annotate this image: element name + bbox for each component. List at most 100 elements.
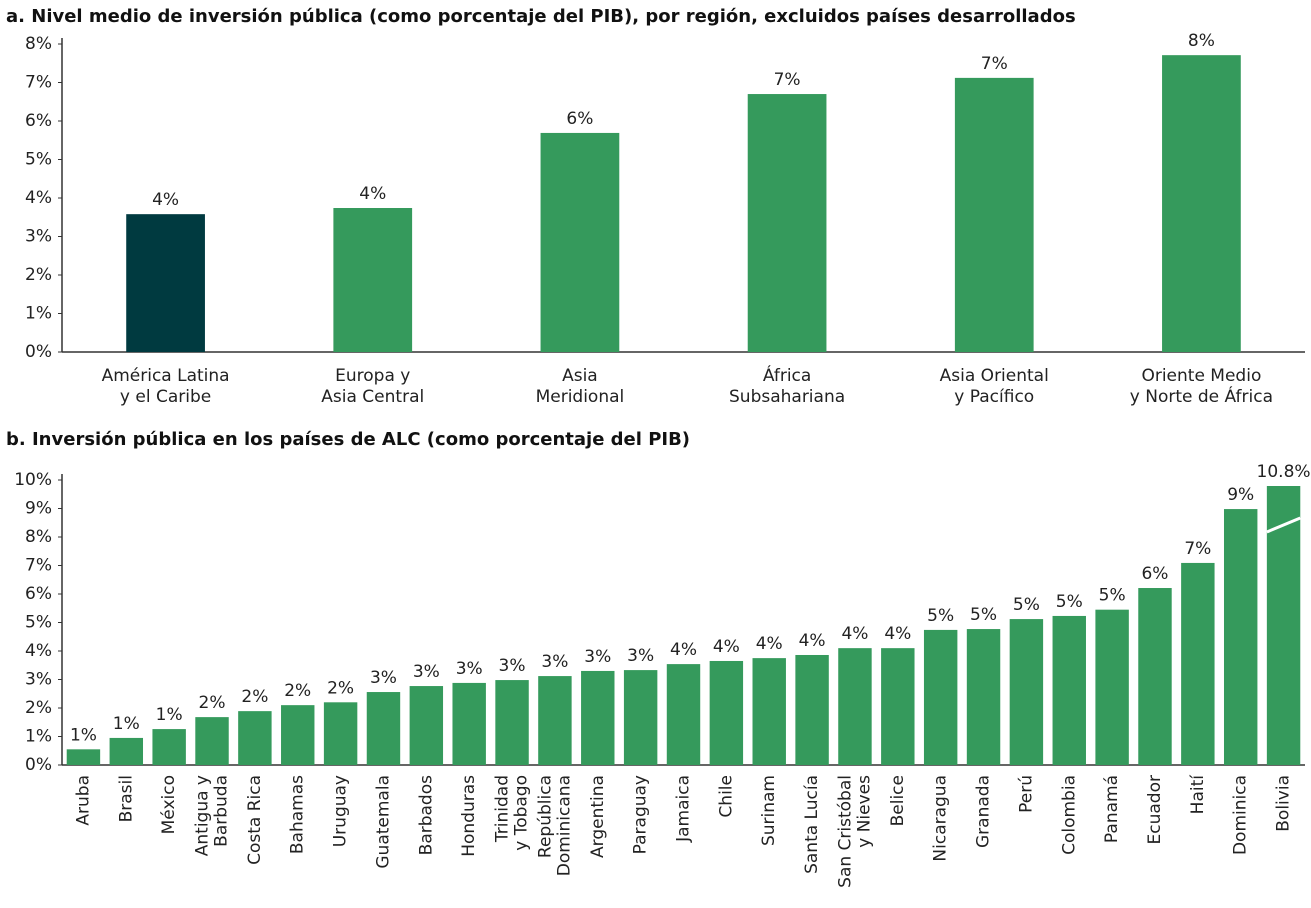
value-label: 2%: [241, 687, 268, 707]
chart-title: b. Inversión pública en los países de AL…: [6, 429, 690, 450]
y-tick-label: 0%: [25, 755, 52, 775]
bar: [581, 670, 615, 765]
value-label: 2%: [199, 693, 226, 713]
x-tick-label: Honduras: [459, 775, 479, 857]
value-label: 4%: [152, 190, 179, 210]
value-label: 6%: [566, 109, 593, 129]
bar: [1266, 486, 1301, 765]
x-tick-label: América Latina: [102, 366, 230, 386]
bar: [540, 132, 620, 352]
x-tick-label: Asia Oriental: [940, 366, 1049, 386]
bar: [281, 705, 315, 765]
x-tick-label: y Nieves: [854, 775, 874, 848]
value-label: 4%: [359, 184, 386, 204]
bar: [747, 94, 827, 353]
x-tick-label: Colombia: [1059, 775, 1079, 855]
bar: [666, 664, 701, 765]
x-tick-label: Guatemala: [373, 775, 393, 869]
value-label: 3%: [370, 668, 397, 688]
x-tick-label: Santa Lucía: [802, 775, 822, 874]
x-tick-label: Costa Rica: [245, 775, 265, 865]
bar: [195, 717, 229, 765]
bar: [495, 680, 529, 765]
x-tick-label: Belice: [888, 775, 908, 826]
value-label: 5%: [1099, 586, 1126, 606]
y-tick-label: 1%: [25, 304, 52, 324]
y-tick-label: 4%: [25, 641, 52, 661]
bar: [1052, 615, 1086, 765]
bar: [966, 629, 1001, 765]
value-label: 7%: [1184, 539, 1211, 559]
value-label: 4%: [884, 624, 911, 644]
y-tick-label: 6%: [25, 111, 52, 131]
x-tick-label: Haití: [1188, 774, 1208, 815]
x-tick-label: Europa y: [335, 366, 410, 386]
bar: [623, 670, 658, 765]
bar: [238, 711, 272, 765]
x-tick-label: África: [763, 364, 812, 386]
x-tick-label: Meridional: [536, 387, 625, 407]
bar: [752, 658, 786, 765]
value-label: 5%: [970, 605, 997, 625]
value-label: 2%: [327, 678, 354, 698]
x-tick-label: y el Caribe: [120, 387, 211, 407]
x-tick-label: México: [159, 775, 179, 834]
value-label: 5%: [1013, 595, 1040, 615]
x-tick-label: Argentina: [588, 775, 608, 858]
y-tick-label: 5%: [25, 613, 52, 633]
x-tick-label: Perú: [1016, 775, 1036, 813]
y-tick-label: 0%: [25, 342, 52, 362]
bar: [709, 660, 744, 765]
y-tick-label: 7%: [25, 556, 52, 576]
x-tick-label: Ecuador: [1145, 775, 1165, 844]
bar: [323, 702, 358, 765]
x-tick-label: Bolivia: [1274, 775, 1294, 832]
x-tick-label: Bahamas: [288, 775, 308, 854]
y-tick-label: 2%: [25, 265, 52, 285]
value-label: 4%: [713, 637, 740, 657]
x-tick-label: Surinam: [759, 775, 779, 846]
x-tick-label: y Pacífico: [954, 387, 1034, 407]
value-label: 7%: [981, 54, 1008, 74]
bar: [126, 214, 205, 352]
x-tick-label: Oriente Medio: [1141, 366, 1261, 386]
x-tick-label: Asia Central: [321, 387, 424, 407]
bar: [1138, 588, 1172, 765]
value-label: 10.8%: [1257, 462, 1311, 482]
x-tick-label: Uruguay: [331, 775, 351, 847]
value-label: 3%: [627, 646, 654, 666]
x-tick-label: y Norte de África: [1130, 385, 1273, 407]
x-tick-label: Paraguay: [631, 775, 651, 854]
x-tick-label: Aruba: [73, 775, 93, 826]
value-label: 3%: [413, 662, 440, 682]
x-tick-label: República: [535, 775, 555, 858]
bar: [1223, 509, 1258, 765]
value-label: 1%: [70, 725, 97, 745]
y-tick-label: 3%: [25, 670, 52, 690]
y-tick-label: 8%: [25, 34, 52, 54]
bar: [1162, 55, 1241, 352]
x-tick-label: Dominica: [1231, 775, 1251, 855]
bar: [333, 208, 413, 352]
bar: [838, 648, 872, 765]
value-label: 5%: [927, 606, 954, 626]
bar: [881, 648, 915, 765]
value-label: 1%: [113, 714, 140, 734]
x-tick-label: Barbados: [416, 775, 436, 855]
value-label: 4%: [799, 631, 826, 651]
y-tick-label: 1%: [25, 727, 52, 747]
y-tick-label: 2%: [25, 698, 52, 718]
x-tick-label: Antigua y: [193, 775, 213, 856]
value-label: 2%: [284, 681, 311, 701]
x-tick-label: Asia: [562, 366, 598, 386]
value-label: 7%: [774, 70, 801, 90]
y-tick-label: 7%: [25, 73, 52, 93]
value-label: 3%: [456, 659, 483, 679]
x-tick-label: Dominicana: [554, 775, 574, 876]
x-tick-label: Brasil: [116, 775, 136, 822]
y-tick-label: 6%: [25, 584, 52, 604]
bar: [152, 729, 186, 765]
y-tick-label: 8%: [25, 527, 52, 547]
x-tick-label: San Cristóbal: [835, 775, 855, 888]
